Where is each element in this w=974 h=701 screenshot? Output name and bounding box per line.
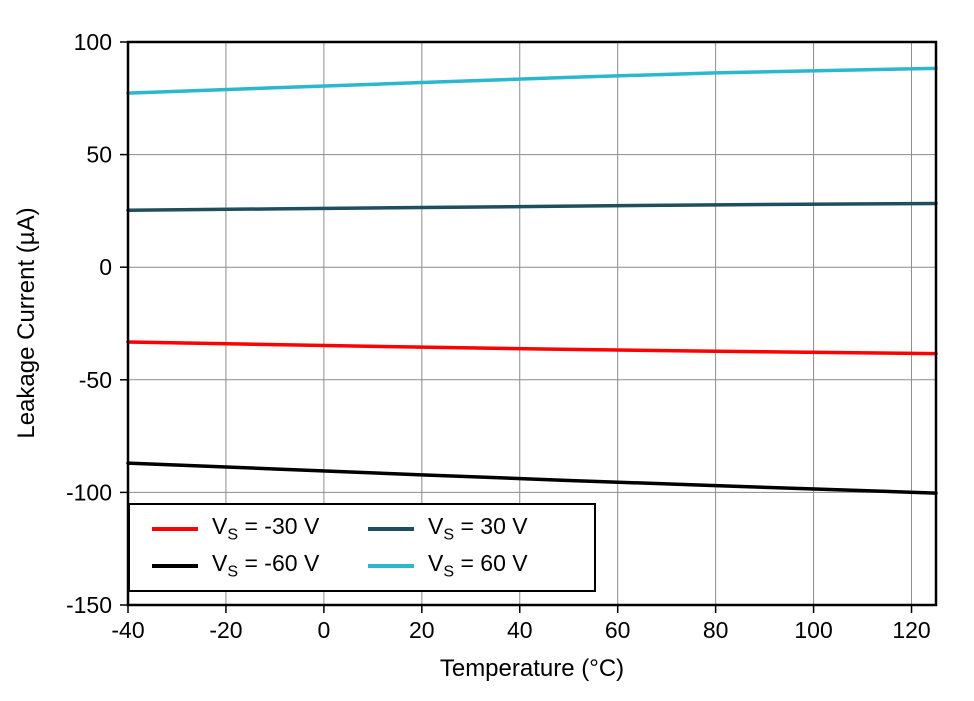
x-tick-label: -40 — [111, 617, 144, 643]
legend: VS = -30 V VS = 30 V VS = -60 V VS = 60 V — [128, 503, 596, 592]
legend-line-swatch — [368, 563, 414, 568]
legend-label: VS = -30 V — [212, 513, 320, 545]
legend-entry: VS = 30 V — [368, 513, 584, 545]
x-tick-label: 100 — [794, 617, 832, 643]
legend-entry: VS = -30 V — [152, 513, 368, 545]
x-tick-label: 20 — [409, 617, 435, 643]
y-tick-label: 0 — [99, 254, 112, 280]
y-tick-label: 100 — [74, 29, 112, 55]
x-tick-label: 120 — [892, 617, 930, 643]
legend-label: VS = 30 V — [428, 513, 528, 545]
plot-frame — [126, 40, 938, 607]
x-tick-label: 40 — [507, 617, 533, 643]
legend-line-swatch — [368, 527, 414, 532]
series-line — [126, 340, 938, 356]
legend-line-swatch — [152, 563, 198, 568]
x-tick-label: 0 — [317, 617, 330, 643]
series-line — [126, 201, 938, 212]
series-line — [126, 461, 938, 495]
x-tick-label: 80 — [703, 617, 729, 643]
x-axis-title: Temperature (°C) — [439, 655, 625, 682]
y-axis-title: Leakage Current (µA) — [13, 207, 40, 439]
x-tick-label: 60 — [605, 617, 631, 643]
legend-entry: VS = 60 V — [368, 550, 584, 582]
legend-entry: VS = -60 V — [152, 550, 368, 582]
y-tick-label: 50 — [86, 142, 112, 168]
series-line — [126, 66, 938, 95]
legend-label: VS = 60 V — [428, 549, 528, 581]
legend-line-swatch — [152, 527, 198, 532]
y-tick-label: -50 — [79, 367, 112, 393]
y-tick-label: -100 — [66, 479, 112, 505]
y-tick-label: -150 — [66, 592, 112, 618]
x-tick-label: -20 — [209, 617, 242, 643]
legend-label: VS = -60 V — [212, 549, 320, 581]
